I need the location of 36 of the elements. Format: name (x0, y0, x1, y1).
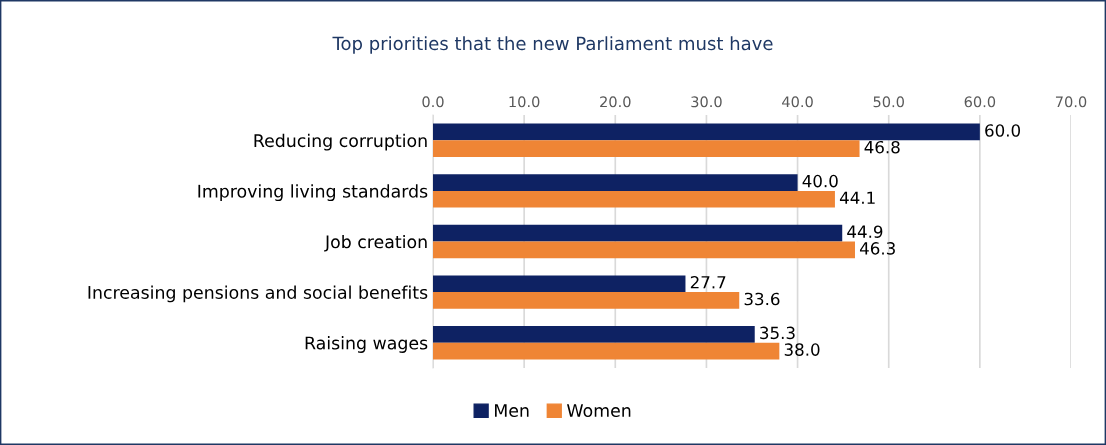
bar (433, 241, 855, 259)
y-tick-label: Increasing pensions and social benefits (88, 285, 428, 303)
data-label: 38.0 (784, 343, 820, 356)
x-tick-label: 30.0 (691, 96, 722, 108)
data-label: 46.3 (859, 242, 895, 255)
bar (433, 224, 843, 242)
x-tick-label: 0.0 (422, 96, 444, 108)
data-label: 44.9 (847, 225, 883, 238)
bar (433, 275, 686, 293)
data-label: 40.0 (802, 174, 838, 188)
legend-label: Women (567, 404, 631, 418)
y-tick-label: Improving living standards (198, 184, 428, 202)
x-tick-label: 70.0 (1055, 96, 1087, 108)
data-label: 27.7 (690, 275, 726, 289)
data-label: 33.6 (744, 292, 780, 306)
y-tick-label: Reducing corruption (254, 133, 427, 151)
data-label: 46.8 (864, 140, 900, 154)
y-tick-label: Job creation (324, 234, 427, 252)
bar (433, 174, 798, 191)
legend-label: Men (495, 404, 529, 418)
x-tick-label: 60.0 (964, 96, 996, 108)
bar (433, 292, 740, 309)
y-tick-label: Raising wages (305, 336, 428, 353)
bar (433, 140, 860, 157)
x-tick-label: 40.0 (782, 96, 813, 108)
bar (433, 190, 835, 208)
bar (433, 123, 980, 141)
chart-title: Top priorities that the new Parliament must have (332, 36, 773, 54)
data-label: 35.3 (760, 326, 795, 340)
data-label: 60.0 (985, 124, 1021, 137)
x-tick-label: 10.0 (509, 96, 540, 108)
x-tick-label: 20.0 (600, 96, 631, 108)
bar (433, 342, 780, 360)
x-tick-label: 50.0 (873, 96, 904, 108)
bar (433, 326, 755, 343)
data-label: 44.1 (839, 191, 875, 204)
